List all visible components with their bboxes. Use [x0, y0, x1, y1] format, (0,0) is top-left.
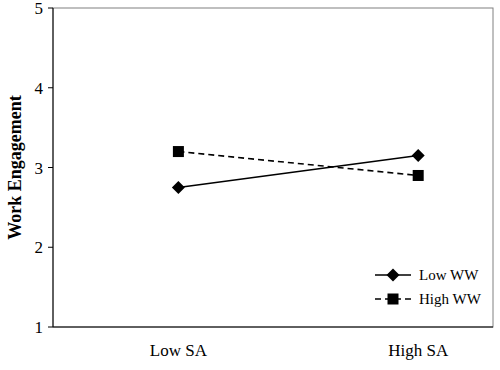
x-tick-label: High SA: [388, 341, 449, 360]
y-tick: [48, 87, 53, 88]
legend-label: High WW: [419, 291, 482, 307]
series-line: [178, 152, 418, 176]
y-tick-label: 2: [35, 238, 44, 257]
legend-marker: [388, 294, 399, 305]
chart-container: 1 2 3 4 5 Low SA High SA Work Engagement Low WW H…: [0, 0, 500, 370]
y-tick: [48, 327, 53, 328]
y-tick: [48, 247, 53, 248]
y-tick-label: 3: [35, 159, 44, 178]
series-marker: [173, 146, 184, 157]
y-tick: [48, 8, 53, 9]
series-marker: [412, 149, 425, 162]
y-tick-label: 5: [35, 0, 44, 18]
series-marker: [413, 170, 424, 181]
chart-svg: 1 2 3 4 5 Low SA High SA Work Engagement Low WW H…: [0, 0, 500, 370]
x-axis-line: [53, 327, 493, 328]
series-group: [172, 146, 425, 194]
y-axis-label: Work Engagement: [5, 95, 25, 240]
series-marker: [172, 181, 185, 194]
y-tick-label: 1: [35, 318, 44, 337]
legend-marker: [387, 269, 400, 282]
y-tick: [48, 167, 53, 168]
plot-frame: [53, 8, 493, 327]
y-tick-label: 4: [35, 79, 44, 98]
legend-label: Low WW: [419, 267, 479, 283]
x-tick-label: Low SA: [150, 341, 208, 360]
